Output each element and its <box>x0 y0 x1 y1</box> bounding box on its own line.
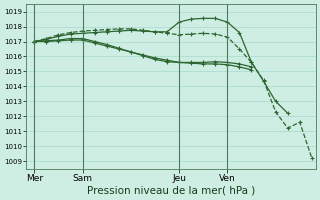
X-axis label: Pression niveau de la mer( hPa ): Pression niveau de la mer( hPa ) <box>87 186 255 196</box>
